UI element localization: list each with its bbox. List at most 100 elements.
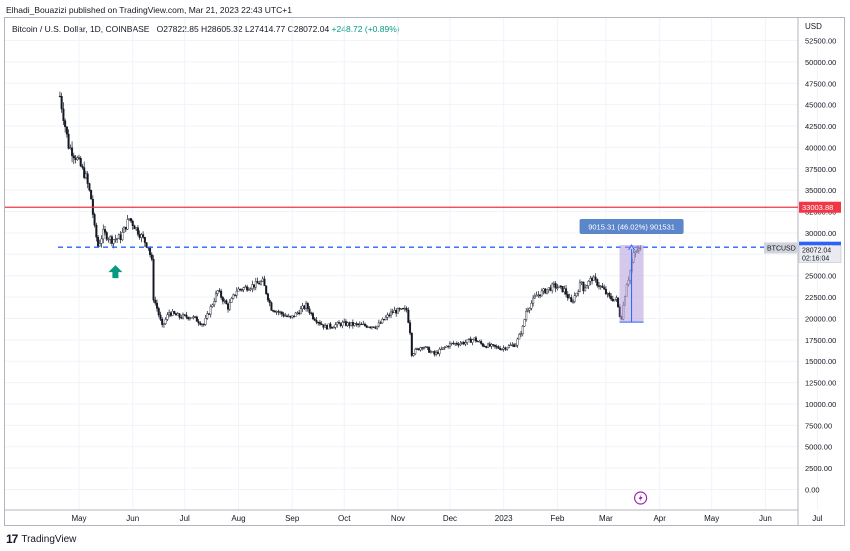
candle-body: [516, 338, 519, 346]
candle-body: [221, 297, 224, 302]
candle-body: [428, 347, 431, 353]
candle-body: [561, 285, 564, 293]
candle-body: [60, 96, 63, 110]
candle-body: [591, 278, 594, 281]
price-tick: 12500.00: [805, 379, 836, 388]
candle-body: [379, 322, 382, 324]
time-tick: Dec: [443, 514, 457, 523]
candle-body: [237, 288, 240, 292]
candle-body: [180, 317, 183, 319]
candle-body: [275, 311, 278, 313]
candle-body: [381, 319, 384, 324]
candle-body: [190, 317, 193, 319]
candle-body: [270, 302, 273, 311]
candle-body: [201, 323, 204, 326]
price-tick: 50000.00: [805, 58, 836, 67]
candle-body: [249, 288, 252, 290]
candle-body: [315, 320, 318, 323]
candle-body: [497, 346, 500, 349]
candle-body: [291, 315, 294, 318]
time-tick: Feb: [551, 514, 565, 523]
candle-body: [535, 295, 538, 297]
last-price-badge: [798, 245, 842, 263]
candle-body: [390, 311, 393, 316]
price-tick: 7500.00: [805, 421, 832, 430]
time-tick: Jun: [126, 514, 139, 523]
candle-body: [313, 318, 316, 321]
price-tick: 45000.00: [805, 101, 836, 110]
candle-body: [253, 284, 256, 288]
candle-body: [495, 346, 498, 348]
candle-body: [507, 345, 510, 349]
candle-body: [98, 243, 101, 247]
candle-body: [332, 327, 335, 329]
candle-body: [403, 308, 406, 310]
up-arrow-marker-icon: [108, 265, 123, 279]
candle-body: [370, 326, 373, 328]
candle-body: [64, 120, 67, 128]
candle-body: [343, 321, 346, 323]
candle-body: [594, 276, 597, 280]
candle-body: [242, 287, 245, 291]
candle-body: [374, 327, 377, 329]
candle-body: [346, 322, 349, 326]
candle-body: [407, 309, 410, 323]
candle-body: [459, 343, 462, 346]
candle-body: [520, 333, 523, 335]
candle-body: [500, 348, 503, 351]
candle-body: [301, 305, 304, 310]
candle-body: [149, 247, 152, 255]
candle-body: [485, 346, 488, 348]
change-value: +248.72 (+0.89%): [331, 24, 400, 34]
candle-body: [350, 322, 353, 326]
candle-body: [473, 337, 476, 340]
candle-body: [530, 302, 533, 309]
candle-body: [547, 287, 550, 290]
low-label: L: [245, 24, 250, 34]
candle-body: [136, 227, 139, 235]
candle-body: [171, 311, 174, 316]
candle-body: [542, 288, 545, 292]
measure-label-text: 9015.31 (46.02%) 901531: [588, 223, 675, 232]
candle-body: [152, 259, 155, 301]
candle-body: [88, 183, 91, 191]
time-tick: Jun: [759, 514, 772, 523]
candle-body: [216, 290, 219, 294]
candle-body: [544, 288, 547, 294]
candle-body: [615, 297, 618, 300]
candle-body: [254, 281, 257, 288]
candle-body: [175, 313, 178, 316]
candle-body: [154, 299, 157, 304]
candle-body: [606, 293, 609, 295]
time-tick: Aug: [231, 514, 245, 523]
candle-body: [256, 281, 259, 284]
close-label: C: [287, 24, 294, 34]
candle-body: [169, 312, 172, 316]
candle-body: [164, 319, 167, 324]
candle-body: [568, 297, 571, 299]
candle-body: [601, 285, 604, 288]
publisher-line: Elhadi_Bouazizi published on TradingView…: [6, 5, 292, 15]
candle-body: [227, 303, 230, 310]
candle-body: [509, 344, 512, 347]
candle-body: [447, 345, 450, 348]
candle-body: [72, 155, 75, 158]
candle-body: [488, 343, 491, 347]
candle-body: [331, 327, 334, 329]
candle-body: [244, 286, 247, 288]
candle-body: [376, 325, 379, 329]
candle-body: [599, 285, 602, 288]
candle-body: [585, 285, 588, 289]
candle-body: [74, 157, 77, 160]
candle-body: [558, 285, 561, 289]
candle-body: [429, 351, 432, 353]
candle-body: [338, 322, 341, 324]
candle-body: [81, 165, 84, 168]
candle-body: [199, 322, 202, 325]
candle-body: [393, 310, 396, 313]
candle-body: [608, 293, 611, 297]
candle-body: [102, 229, 105, 240]
candle-body: [322, 324, 325, 328]
candle-body: [209, 306, 212, 315]
